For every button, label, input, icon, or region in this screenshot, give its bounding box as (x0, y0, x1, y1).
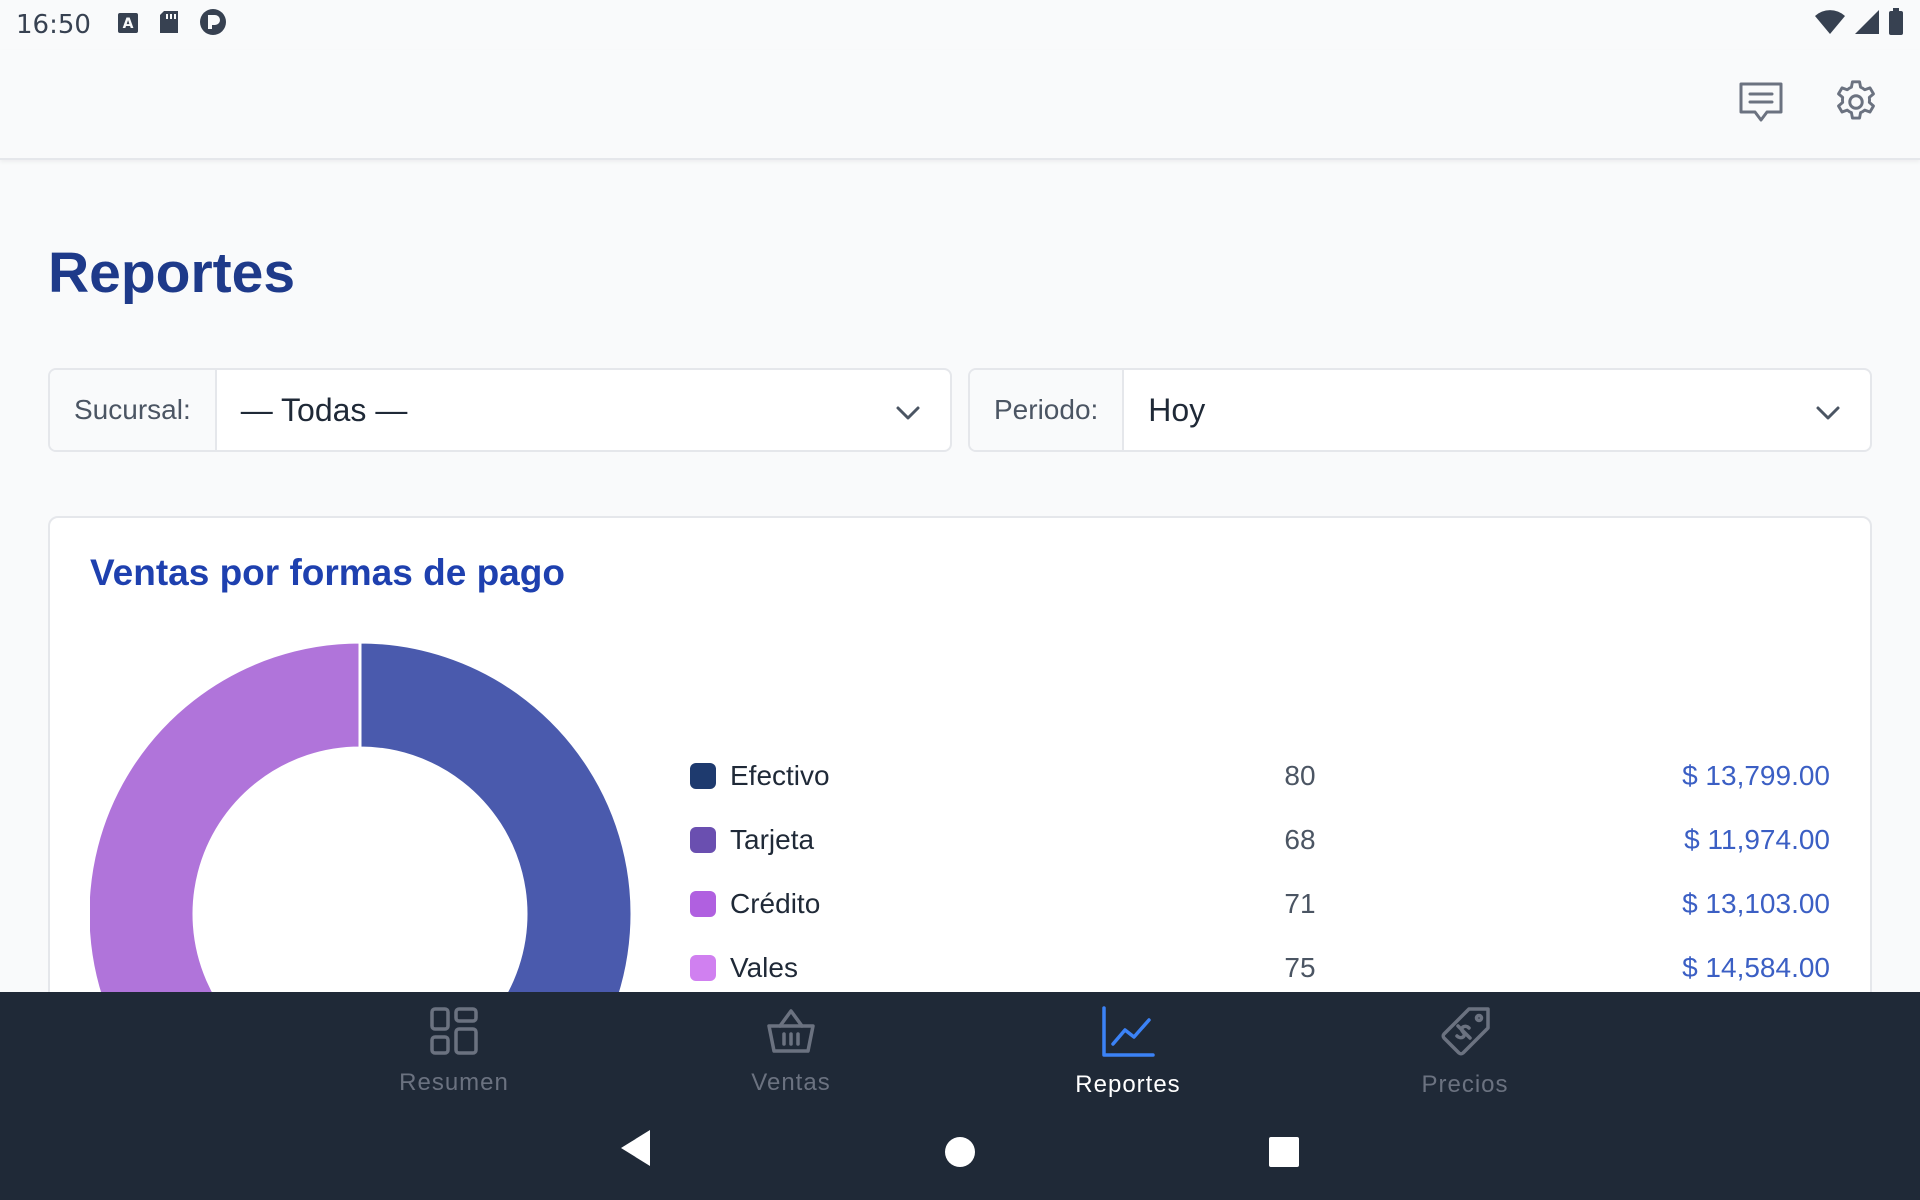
nav-item-ventas[interactable]: Ventas (691, 1006, 891, 1106)
legend-name: Efectivo (730, 760, 830, 791)
legend-swatch (690, 891, 716, 917)
nav-label: Precios (1421, 1071, 1509, 1098)
nav-item-resumen[interactable]: Resumen (354, 1006, 554, 1106)
sd-card-icon (159, 10, 179, 41)
recents-icon[interactable] (1268, 1136, 1300, 1173)
chart-line-icon (1101, 1006, 1155, 1063)
message-icon (1737, 78, 1785, 131)
legend-count: 75 (1284, 952, 1316, 983)
status-time: 16:50 (16, 10, 91, 40)
battery-icon (1888, 7, 1904, 43)
legend-swatch (690, 763, 716, 789)
back-icon[interactable] (618, 1128, 652, 1173)
legend-row: Tarjeta 68 $ 11,974.00 (690, 815, 1830, 865)
periodo-filter: Periodo: Hoy (968, 368, 1872, 452)
sucursal-filter: Sucursal: — Todas — (48, 368, 952, 452)
legend-amount: $ 13,799.00 (1682, 760, 1830, 791)
card-title: Ventas por formas de pago (90, 552, 565, 593)
grid-icon (429, 1006, 479, 1061)
legend-name: Vales (730, 952, 798, 983)
sucursal-label: Sucursal: (50, 370, 217, 450)
basket-icon (766, 1006, 816, 1061)
svg-text:A: A (123, 16, 134, 32)
settings-button[interactable] (1828, 76, 1884, 132)
chevron-down-icon (1814, 398, 1842, 435)
legend-name: Tarjeta (730, 824, 815, 855)
app-circle-icon (199, 8, 227, 43)
app-bar (0, 50, 1920, 160)
status-bar: 16:50 A (0, 0, 1920, 50)
legend-name: Crédito (730, 888, 821, 919)
legend-amount: $ 11,974.00 (1684, 824, 1830, 855)
wifi-icon (1814, 9, 1846, 42)
price-tag-icon (1439, 1006, 1491, 1063)
periodo-select[interactable]: Hoy (1124, 370, 1870, 450)
signal-icon (1854, 9, 1880, 42)
legend-count: 80 (1284, 760, 1316, 791)
payment-methods-card: Ventas por formas de pago Efectivo 80 $ … (48, 516, 1872, 1036)
chevron-down-icon (894, 398, 922, 435)
keyboard-a-icon: A (117, 10, 139, 41)
legend-amount: $ 13,103.00 (1682, 888, 1830, 919)
home-icon[interactable] (944, 1136, 976, 1173)
legend-row: Crédito 71 $ 13,103.00 (690, 879, 1830, 929)
periodo-value: Hoy (1148, 391, 1206, 428)
sucursal-select[interactable]: — Todas — (217, 370, 950, 450)
legend-count: 68 (1284, 824, 1316, 855)
nav-item-reportes[interactable]: Reportes (1028, 1006, 1228, 1106)
donut-slice-vales (90, 642, 362, 1034)
legend-swatch (690, 827, 716, 853)
sucursal-value: — Todas — (240, 391, 408, 428)
legend-swatch (690, 955, 716, 981)
legend-row: Efectivo 80 $ 13,799.00 (690, 751, 1830, 801)
legend-row: Vales 75 $ 14,584.00 (690, 943, 1830, 993)
nav-item-precios[interactable]: Precios (1365, 1006, 1565, 1106)
nav-label: Reportes (1075, 1071, 1181, 1098)
gear-icon (1831, 77, 1881, 132)
page-title: Reportes (48, 241, 296, 305)
message-button[interactable] (1733, 76, 1789, 132)
payment-donut-chart (90, 642, 634, 1034)
donut-slice-efectivo (358, 642, 634, 1034)
legend-amount: $ 14,584.00 (1682, 952, 1830, 983)
periodo-label: Periodo: (970, 370, 1125, 450)
legend-count: 71 (1284, 888, 1316, 919)
nav-label: Ventas (751, 1069, 831, 1096)
nav-label: Resumen (399, 1069, 509, 1096)
